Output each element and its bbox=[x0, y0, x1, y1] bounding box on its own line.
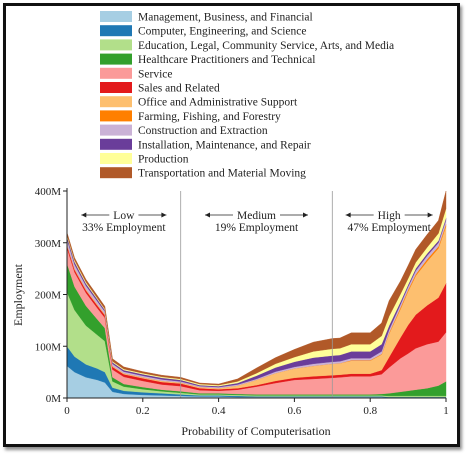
x-tick-label: 1 bbox=[443, 405, 449, 417]
legend-swatch-office-and-administrative-support bbox=[100, 96, 132, 108]
legend-label-farming-fishing-and-forestry: Farming, Fishing, and Forestry bbox=[138, 111, 281, 123]
band-arrowhead-left bbox=[205, 212, 211, 218]
legend-label-computer-engineering-and-science: Computer, Engineering, and Science bbox=[138, 26, 306, 38]
legend-label-service: Service bbox=[138, 68, 172, 80]
band-arrowhead-left bbox=[345, 212, 351, 218]
x-tick-label: 0.4 bbox=[212, 405, 226, 417]
x-tick-label: 0.6 bbox=[288, 405, 302, 417]
band-arrowhead-right bbox=[161, 212, 167, 218]
legend-label-transportation-and-material-moving: Transportation and Material Moving bbox=[138, 168, 306, 180]
y-tick-label: 0M bbox=[46, 393, 62, 405]
legend-label-sales-and-related: Sales and Related bbox=[138, 83, 220, 95]
band-subtitle-low: 33% Employment bbox=[82, 222, 166, 234]
legend-swatch-installation-maintenance-and-repair bbox=[100, 138, 132, 150]
legend-swatch-transportation-and-material-moving bbox=[100, 167, 132, 179]
legend-swatch-management-business-and-financial bbox=[100, 11, 132, 22]
x-tick-label: 0.8 bbox=[363, 405, 377, 417]
y-axis-title: Employment bbox=[11, 263, 25, 326]
axes: 0 0.2 0.4 0.6 0.8 1 0M 100M 200M 300M 400M bbox=[35, 186, 449, 417]
legend-swatch-production bbox=[100, 153, 132, 164]
y-tick-label: 300M bbox=[35, 238, 62, 250]
legend-label-installation-maintenance-and-repair: Installation, Maintenance, and Repair bbox=[138, 139, 311, 151]
legend-swatch-service bbox=[100, 67, 132, 79]
band-arrowhead-right bbox=[302, 212, 308, 218]
legend-swatch-construction-and-extraction bbox=[100, 124, 132, 136]
legend-label-healthcare-practitioners-and-technical: Healthcare Practitioners and Technical bbox=[138, 54, 315, 66]
band-dividers bbox=[180, 191, 333, 398]
band-label-high: High bbox=[378, 210, 401, 222]
band-label-medium: Medium bbox=[237, 210, 276, 222]
band-subtitle-high: 47% Employment bbox=[347, 222, 431, 234]
legend-swatch-farming-fishing-and-forestry bbox=[100, 110, 132, 122]
legend-swatch-sales-and-related bbox=[100, 82, 132, 93]
legend-label-production: Production bbox=[138, 154, 189, 166]
y-tick-label: 400M bbox=[35, 186, 62, 198]
area-transportation-and-material-moving bbox=[66, 190, 447, 386]
legend: Management, Business, and Financial Compu… bbox=[100, 11, 394, 180]
legend-swatch-computer-engineering-and-science bbox=[100, 25, 132, 37]
band-label-low: Low bbox=[113, 210, 135, 222]
band-arrowhead-right bbox=[427, 212, 433, 218]
legend-swatch-education-legal-community-service-arts-and-media bbox=[100, 39, 132, 51]
legend-swatch-healthcare-practitioners-and-technical bbox=[100, 53, 132, 65]
x-tick-label: 0.2 bbox=[136, 405, 150, 417]
x-axis-title: Probability of Computerisation bbox=[181, 424, 330, 438]
legend-label-education-legal-community-service-arts-and-media: Education, Legal, Community Service, Art… bbox=[138, 40, 394, 52]
band-arrowhead-left bbox=[81, 212, 87, 218]
y-tick-label: 200M bbox=[35, 290, 62, 302]
x-tick-label: 0 bbox=[64, 405, 70, 417]
legend-label-construction-and-extraction: Construction and Extraction bbox=[138, 125, 268, 137]
band-subtitle-medium: 19% Employment bbox=[215, 222, 299, 234]
legend-label-management-business-and-financial: Management, Business, and Financial bbox=[138, 12, 313, 24]
y-tick-label: 100M bbox=[35, 341, 62, 353]
legend-label-office-and-administrative-support: Office and Administrative Support bbox=[138, 97, 298, 109]
